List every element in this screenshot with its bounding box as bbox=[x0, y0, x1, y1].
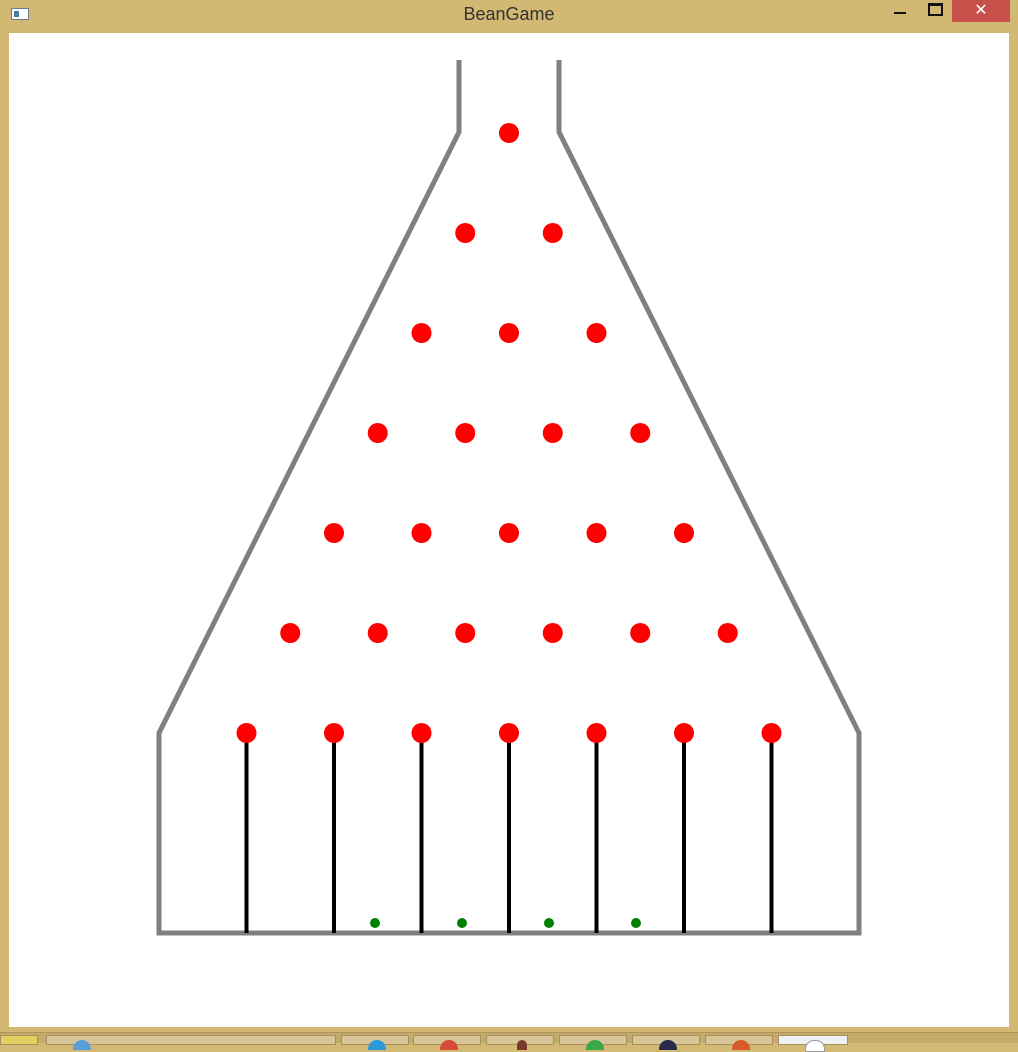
start-button[interactable] bbox=[0, 1035, 38, 1045]
peg bbox=[542, 423, 563, 443]
peg bbox=[630, 623, 651, 643]
peg bbox=[630, 423, 651, 443]
app-icon[interactable] bbox=[11, 8, 29, 20]
peg bbox=[411, 523, 432, 543]
peg bbox=[586, 323, 607, 343]
maximize-button[interactable] bbox=[918, 0, 952, 22]
peg bbox=[499, 123, 519, 143]
peg bbox=[411, 323, 432, 343]
peg bbox=[367, 623, 388, 643]
peg bbox=[542, 623, 563, 643]
taskbar-item-app-5[interactable] bbox=[559, 1035, 627, 1050]
peg bbox=[761, 723, 782, 743]
peg bbox=[324, 523, 344, 543]
game-canvas[interactable] bbox=[9, 33, 1009, 1027]
ball bbox=[631, 918, 641, 928]
peg bbox=[717, 623, 738, 643]
peg bbox=[455, 423, 476, 443]
taskbar-item-app-6[interactable] bbox=[632, 1035, 700, 1050]
title-bar[interactable]: BeanGame ✕ bbox=[0, 0, 1018, 30]
taskbar-item-beangame[interactable] bbox=[778, 1035, 848, 1052]
peg bbox=[586, 523, 607, 543]
taskbar-item-app-7[interactable] bbox=[705, 1035, 773, 1050]
window-title: BeanGame bbox=[463, 4, 555, 24]
peg bbox=[280, 623, 301, 643]
taskbar-item-browser[interactable] bbox=[46, 1035, 336, 1050]
taskbar-item-chrome[interactable] bbox=[413, 1035, 481, 1050]
ball bbox=[544, 918, 554, 928]
taskbar-item-skype[interactable] bbox=[341, 1035, 409, 1050]
peg bbox=[236, 723, 257, 743]
peg bbox=[455, 223, 476, 243]
taskbar-item-app-4[interactable] bbox=[486, 1035, 554, 1050]
peg bbox=[499, 723, 519, 743]
peg bbox=[499, 323, 519, 343]
peg bbox=[367, 423, 388, 443]
close-icon: ✕ bbox=[974, 0, 988, 19]
bean-machine-board bbox=[156, 60, 862, 936]
peg bbox=[324, 723, 344, 743]
peg bbox=[542, 223, 563, 243]
close-button[interactable]: ✕ bbox=[952, 0, 1010, 22]
taskbar bbox=[0, 1032, 1018, 1052]
peg bbox=[674, 723, 694, 743]
ball bbox=[370, 918, 380, 928]
peg bbox=[455, 623, 476, 643]
peg bbox=[586, 723, 607, 743]
ball bbox=[457, 918, 467, 928]
peg bbox=[499, 523, 519, 543]
minimize-button[interactable] bbox=[884, 0, 918, 22]
peg bbox=[674, 523, 694, 543]
peg bbox=[411, 723, 432, 743]
